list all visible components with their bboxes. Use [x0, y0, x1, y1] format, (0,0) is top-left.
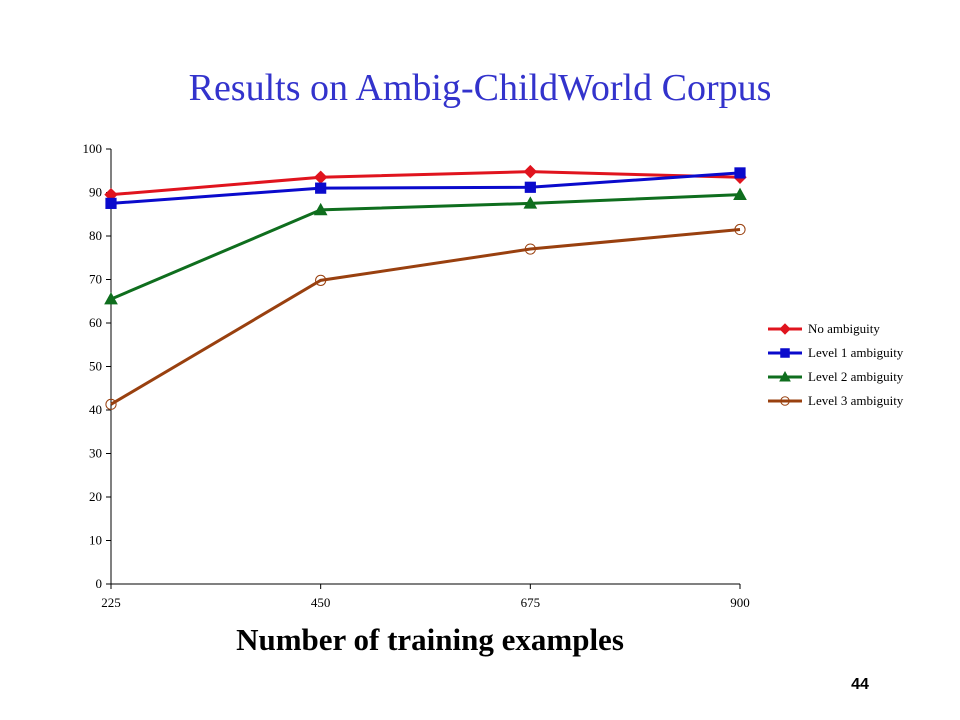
y-tick-label: 60	[89, 315, 102, 330]
y-tick-label: 100	[83, 141, 103, 156]
data-point-circle	[315, 274, 327, 286]
data-point-diamond	[779, 323, 791, 335]
data-point-square	[734, 167, 746, 179]
series-level-3-ambiguity	[105, 223, 746, 410]
series-line	[110, 193, 741, 301]
data-point-triangle	[733, 187, 747, 200]
chart-series	[104, 164, 747, 410]
data-point-circle	[780, 396, 790, 406]
data-point-triangle	[313, 202, 328, 216]
data-point-triangle	[779, 370, 791, 382]
page-number: 44	[851, 676, 869, 693]
legend-item: Level 3 ambiguity	[768, 393, 904, 408]
y-tick-label: 0	[96, 576, 103, 591]
data-point-circle	[734, 223, 746, 236]
y-tick-label: 80	[89, 228, 102, 243]
legend-item: Level 2 ambiguity	[768, 369, 904, 384]
legend-item: No ambiguity	[768, 321, 880, 336]
chart-legend: No ambiguity Level 1 ambiguity Level 2 amb…	[768, 321, 904, 408]
data-point-square	[105, 197, 117, 209]
series-line	[110, 171, 741, 205]
data-point-circle	[105, 398, 117, 410]
x-tick-label: 225	[101, 595, 121, 610]
x-axis-label: Number of training examples	[236, 622, 624, 657]
series-level-1-ambiguity	[105, 167, 746, 209]
slide-title: Results on Ambig-ChildWorld Corpus	[188, 67, 772, 109]
y-tick-label: 70	[89, 272, 102, 287]
legend-label: Level 1 ambiguity	[808, 345, 904, 360]
series-level-2-ambiguity	[104, 187, 747, 305]
data-point-triangle	[104, 292, 118, 305]
series-no-ambiguity	[104, 164, 747, 202]
data-point-square	[315, 182, 327, 194]
data-point-diamond	[313, 170, 328, 184]
data-point-circle	[524, 243, 536, 255]
x-tick-label: 450	[311, 595, 331, 610]
x-tick-label: 900	[730, 595, 750, 610]
data-point-square	[780, 348, 790, 358]
legend-label: No ambiguity	[808, 321, 880, 336]
data-point-triangle	[523, 196, 538, 209]
legend-label: Level 3 ambiguity	[808, 393, 904, 408]
series-line	[110, 227, 741, 406]
y-tick-label: 50	[89, 359, 102, 374]
y-tick-label: 90	[89, 185, 102, 200]
y-tick-label: 40	[89, 402, 102, 417]
y-tick-label: 30	[89, 446, 102, 461]
data-point-diamond	[523, 164, 538, 179]
series-line	[110, 170, 741, 197]
x-tick-label: 675	[521, 595, 541, 610]
y-tick-label: 10	[89, 533, 102, 548]
chart-axes: 0 10 20 30 40 50 60 70 80 90 100 225 450 675 900	[83, 141, 750, 610]
legend-label: Level 2 ambiguity	[808, 369, 904, 384]
data-point-square	[524, 181, 536, 193]
legend-item: Level 1 ambiguity	[768, 345, 904, 360]
y-tick-label: 20	[89, 489, 102, 504]
